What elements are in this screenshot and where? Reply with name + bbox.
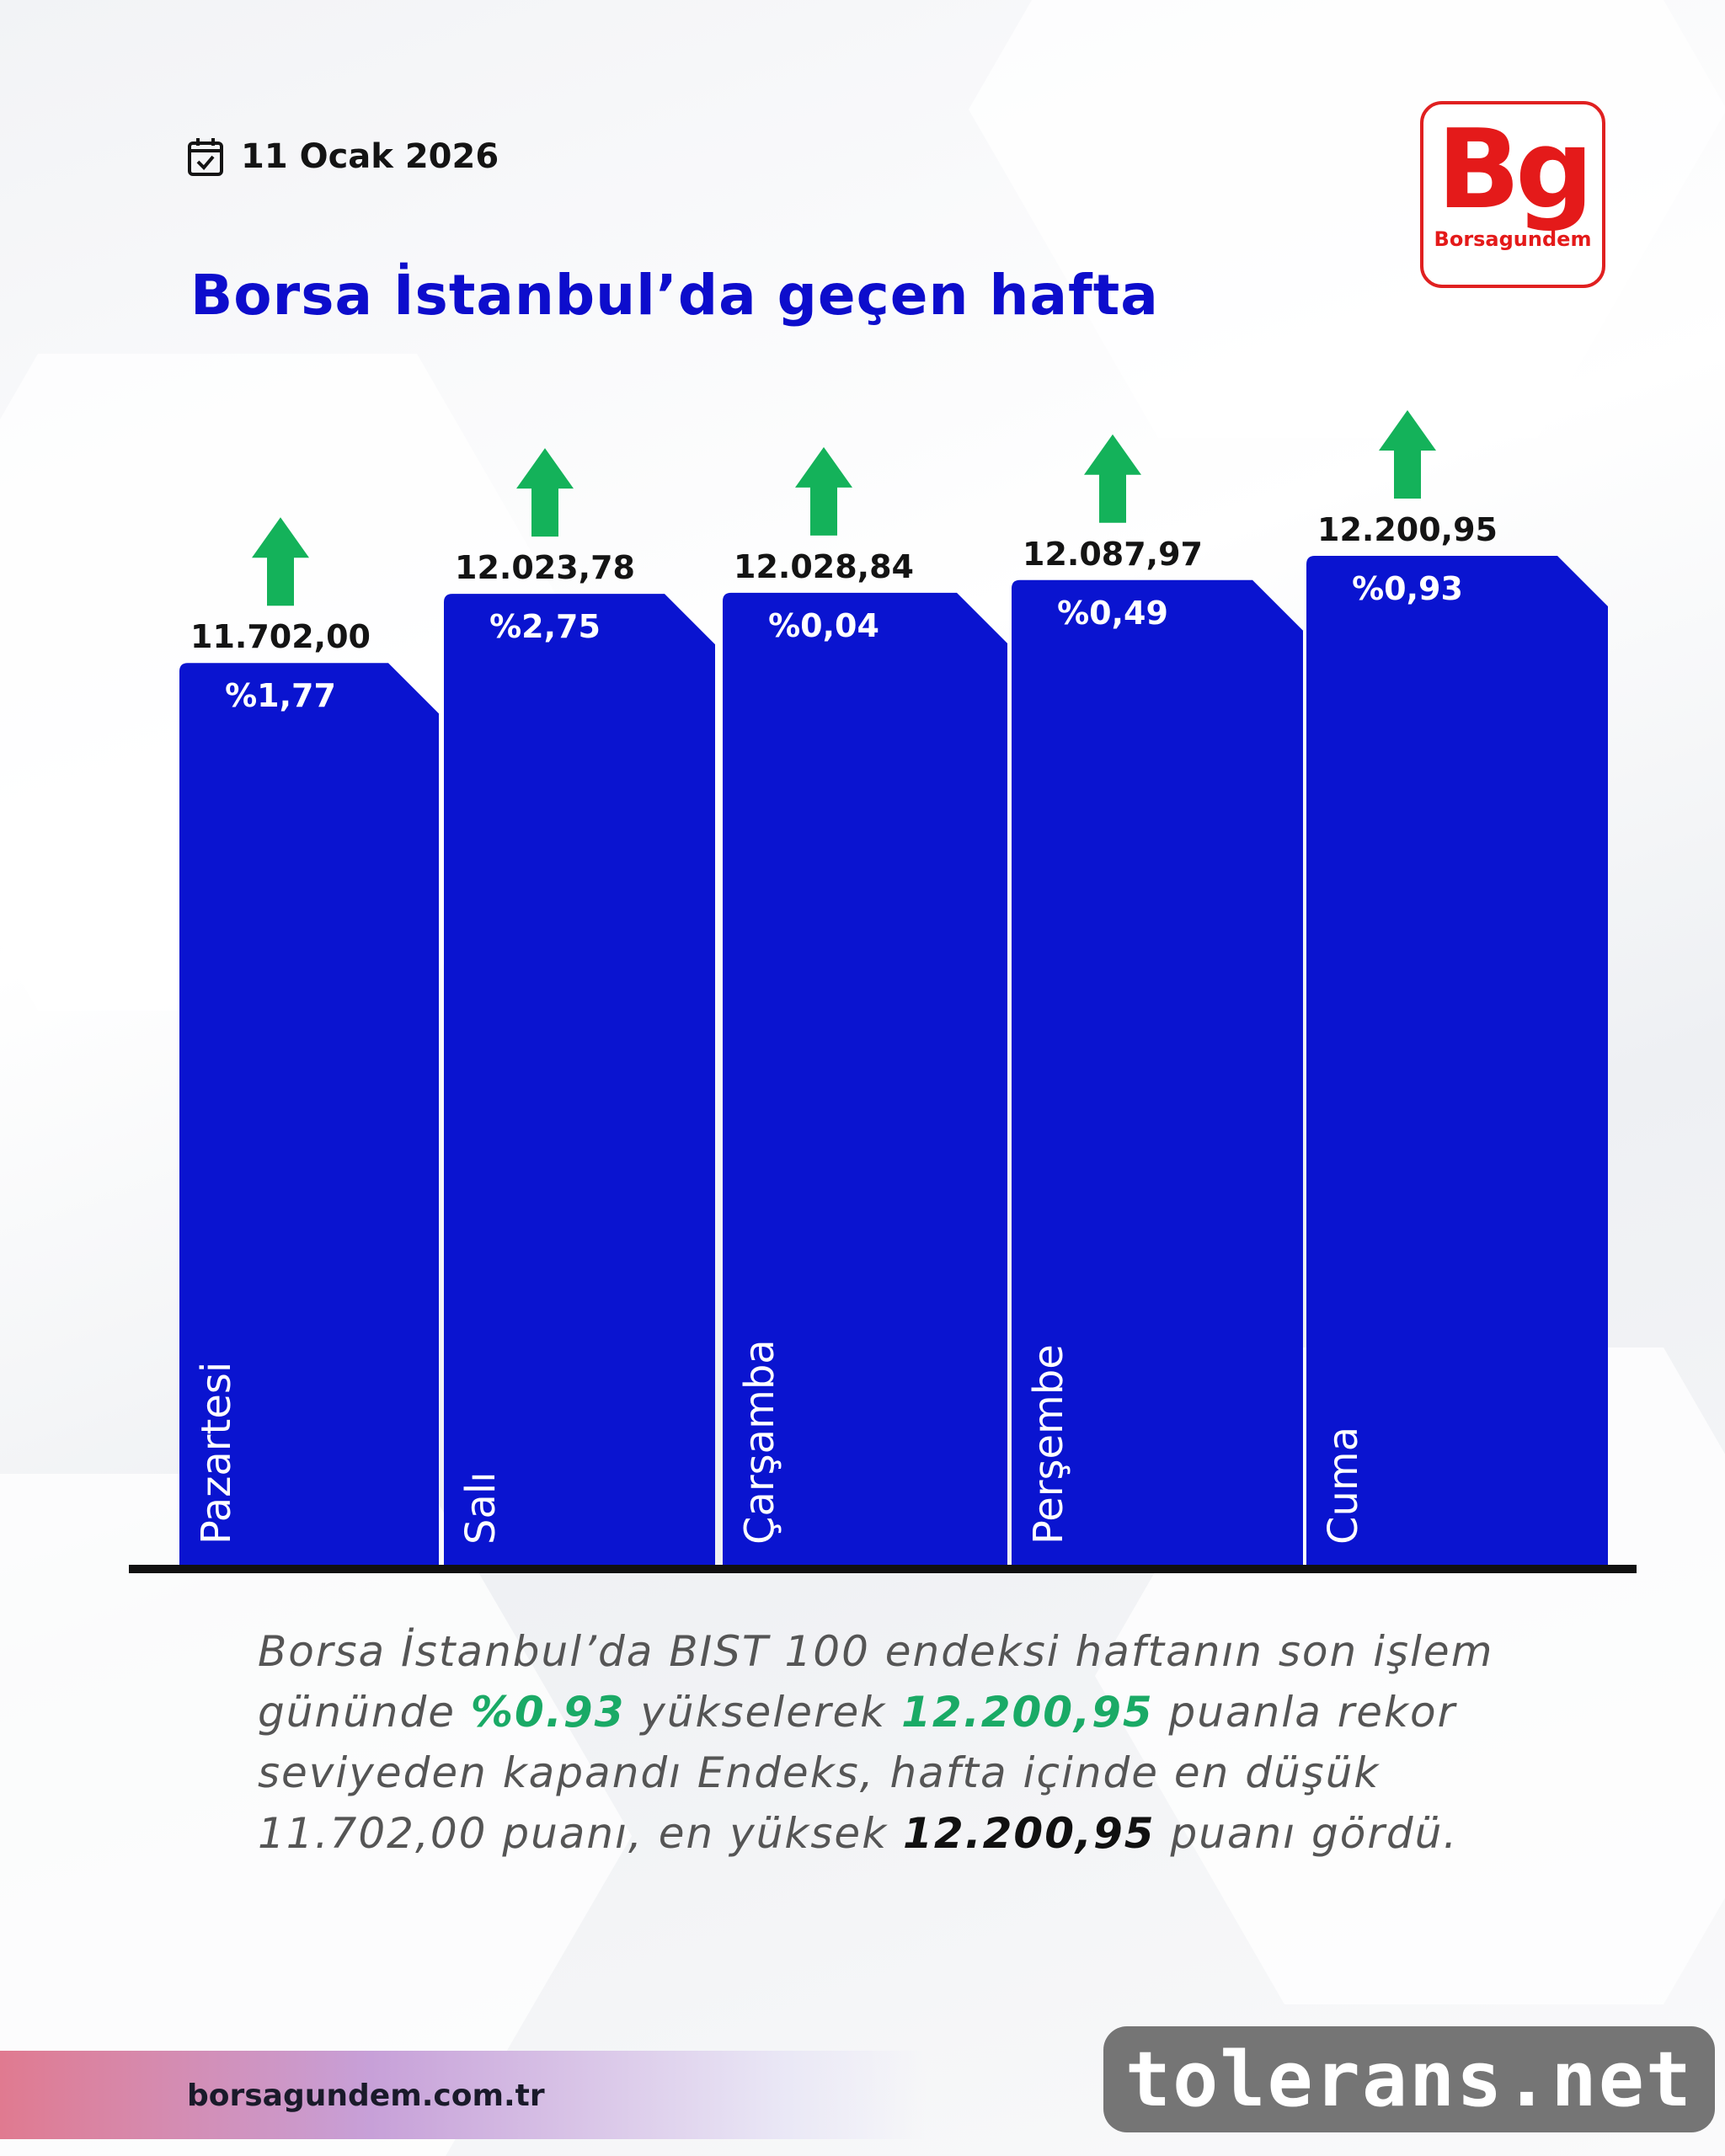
bar-1	[444, 594, 715, 1566]
up-arrow-icon	[1084, 434, 1141, 523]
caption-text: puanı gördü.	[1155, 1809, 1459, 1858]
page-title: Borsa İstanbul’da geçen hafta	[190, 263, 1159, 328]
date-text: 11 Ocak 2026	[241, 137, 499, 176]
caption-text: yükselerek	[625, 1688, 902, 1737]
logo-mark: Bg	[1436, 105, 1594, 233]
summary-caption: Borsa İstanbul’da BIST 100 endeksi hafta…	[258, 1621, 1622, 1864]
category-label: Çarşamba	[736, 1339, 783, 1545]
caption-text: Borsa İstanbul’da BIST 100 endeksi hafta…	[258, 1627, 1494, 1737]
caption-text: puanla rekor seviyeden kapandı Endeks, h…	[258, 1688, 1457, 1858]
logo-name: Borsagundem	[1434, 227, 1592, 251]
up-arrow-icon	[516, 448, 574, 537]
bar-chart: 11.702,00 %1,77 Pazartesi 12.023,78 %2,75 Sal…	[129, 410, 1637, 1573]
brand-logo: Bg Borsagundem	[1420, 101, 1605, 288]
footer-band	[0, 2051, 927, 2139]
category-label: Perşembe	[1025, 1344, 1072, 1545]
category-label: Salı	[457, 1471, 505, 1545]
up-arrow-icon	[1379, 410, 1436, 499]
up-arrow-icon	[795, 446, 852, 536]
x-axis-line	[129, 1565, 1637, 1573]
bar-4	[1306, 556, 1608, 1565]
calendar-icon	[188, 138, 223, 176]
category-label: Cuma	[1320, 1427, 1367, 1545]
change-label: %0,49	[1057, 595, 1168, 632]
value-label: 12.023,78	[455, 549, 635, 586]
bar-2	[723, 592, 1007, 1565]
value-label: 12.087,97	[1023, 536, 1203, 573]
change-label: %0,93	[1352, 570, 1463, 607]
bar-0	[179, 663, 439, 1565]
change-label: %2,75	[489, 608, 601, 645]
watermark: tolerans.net	[1103, 2026, 1715, 2132]
bar-3	[1012, 579, 1303, 1565]
caption-percent: %0.93	[470, 1688, 626, 1737]
value-label: 12.200,95	[1317, 511, 1498, 548]
value-label: 12.028,84	[734, 548, 914, 585]
up-arrow-icon	[252, 517, 309, 606]
change-label: %0,04	[768, 607, 879, 644]
date-row: 11 Ocak 2026	[187, 136, 499, 177]
watermark-text: tolerans.net	[1124, 2035, 1694, 2124]
category-label: Pazartesi	[193, 1362, 240, 1545]
caption-high-value: 12.200,95	[903, 1809, 1156, 1858]
change-label: %1,77	[225, 677, 336, 714]
caption-close-value: 12.200,95	[901, 1688, 1154, 1737]
value-label: 11.702,00	[190, 618, 371, 655]
site-url[interactable]: borsagundem.com.tr	[187, 2079, 545, 2113]
